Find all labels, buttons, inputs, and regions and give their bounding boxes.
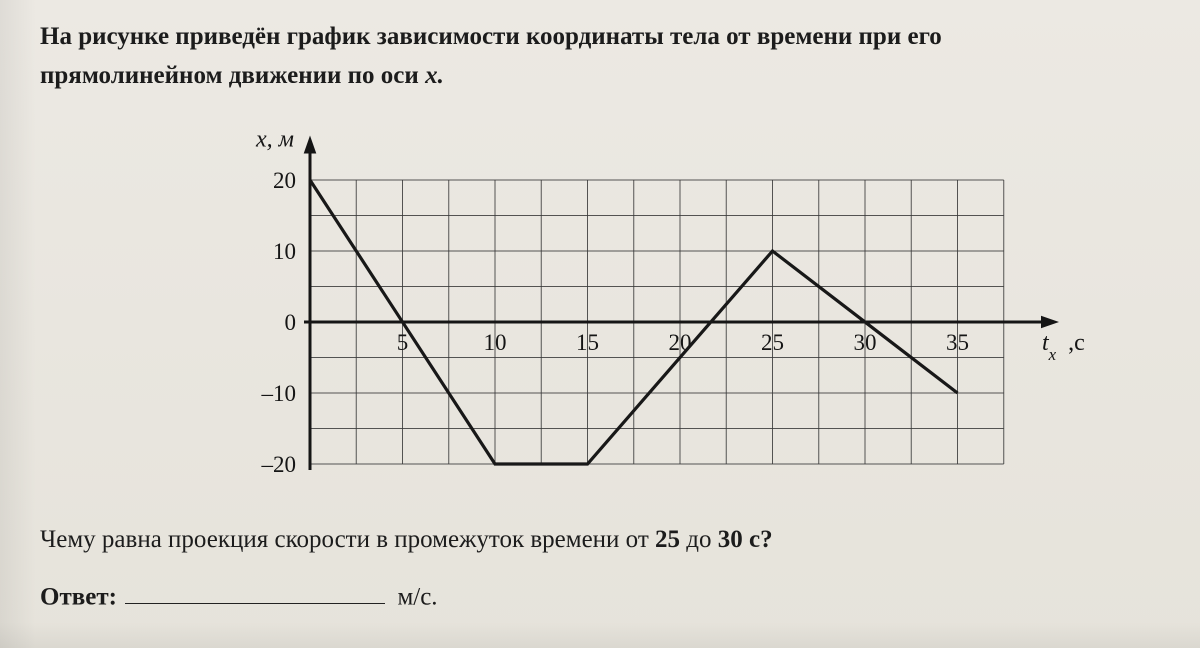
chart-svg: –20–10010205101520253035x, мtx ,с <box>250 122 1070 522</box>
svg-text:35: 35 <box>946 330 969 355</box>
coordinate-time-chart: –20 –10 0 10 20 5 10 15 20 25 30 35 x, м tx ,с <box>250 122 1170 502</box>
svg-text:10: 10 <box>484 330 507 355</box>
prompt-line-2: прямолинейном движении по оси <box>40 62 425 89</box>
svg-text:10: 10 <box>273 239 296 264</box>
svg-text:5: 5 <box>397 330 409 355</box>
svg-text:tx ,с: tx ,с <box>1042 330 1085 364</box>
svg-text:25: 25 <box>761 330 784 355</box>
svg-text:30: 30 <box>854 330 877 355</box>
svg-text:15: 15 <box>576 330 599 355</box>
question-text: Чему равна проекция скорости в промежуто… <box>40 526 1170 554</box>
prompt-axis-var: x. <box>425 62 444 89</box>
svg-text:–10: –10 <box>261 381 297 406</box>
svg-text:0: 0 <box>285 310 297 335</box>
problem-text: На рисунке приведён график зависимости к… <box>40 18 1170 96</box>
answer-unit: м/с. <box>397 583 437 610</box>
svg-text:–20: –20 <box>261 452 297 477</box>
answer-blank[interactable] <box>125 576 385 605</box>
answer-label: Ответ: <box>40 583 117 610</box>
prompt-line-1: На рисунке приведён график зависимости к… <box>40 23 942 50</box>
svg-text:20: 20 <box>669 330 692 355</box>
svg-text:20: 20 <box>273 168 296 193</box>
svg-text:x, м: x, м <box>255 126 294 152</box>
answer-line: Ответ: м/с. <box>40 576 1170 612</box>
